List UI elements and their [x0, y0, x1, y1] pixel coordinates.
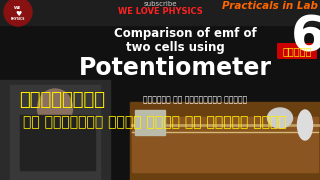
Text: PHYSICS: PHYSICS: [11, 17, 25, 21]
Text: Practicals in Lab: Practicals in Lab: [222, 1, 318, 11]
Text: Potentiometer: Potentiometer: [78, 56, 271, 80]
Text: WE: WE: [14, 6, 22, 10]
Bar: [0, 80, 110, 180]
Ellipse shape: [298, 110, 313, 140]
Text: हिंदी: हिंदी: [282, 46, 312, 56]
Bar: [0, 0, 320, 25]
Circle shape: [4, 0, 32, 26]
Bar: [130, 102, 320, 180]
Text: ♥: ♥: [15, 11, 21, 17]
Ellipse shape: [268, 108, 292, 128]
Ellipse shape: [37, 89, 73, 127]
Bar: [20, 115, 95, 170]
Text: WE LOVE PHYSICS: WE LOVE PHYSICS: [118, 8, 202, 17]
Bar: [132, 117, 318, 172]
Text: 6: 6: [291, 14, 320, 62]
Text: Comparison of emf of: Comparison of emf of: [114, 28, 256, 40]
Text: विभवमापी: विभवमापी: [19, 91, 105, 109]
Text: two cells using: two cells using: [126, 42, 224, 55]
Bar: [135, 110, 165, 135]
Bar: [10, 85, 100, 180]
Text: द्वारा दो प्राथमिक सेलों: द्वारा दो प्राथमिक सेलों: [143, 96, 247, 105]
Text: subscribe: subscribe: [143, 1, 177, 7]
Text: के विद्युत वाहक बलों की तुलना करना: के विद्युत वाहक बलों की तुलना करना: [23, 115, 287, 129]
FancyBboxPatch shape: [277, 43, 317, 59]
